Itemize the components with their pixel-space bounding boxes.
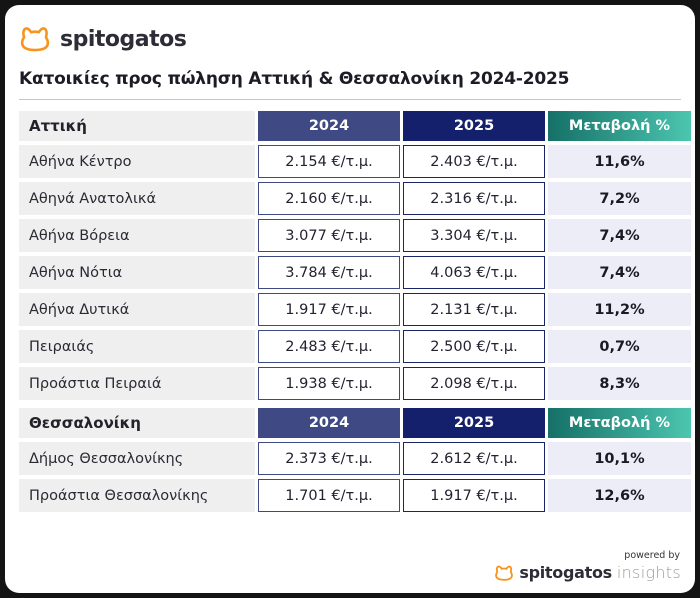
section-title-thessaloniki: Θεσσαλονίκη bbox=[19, 408, 255, 438]
table-row: Αθήνα Κέντρο 2.154 €/τ.μ. 2.403 €/τ.μ. 1… bbox=[19, 145, 691, 178]
footer-brand: spitogatos insights bbox=[494, 563, 681, 582]
column-header-2024: 2024 bbox=[258, 408, 400, 438]
value-2024: 1.917 €/τ.μ. bbox=[258, 293, 400, 326]
change-percent: 11,2% bbox=[548, 293, 691, 326]
powered-by-label: powered by bbox=[624, 550, 680, 561]
table-row: Προάστια Πειραιά 1.938 €/τ.μ. 2.098 €/τ.… bbox=[19, 367, 691, 400]
infographic-card: spitogatos Κατοικίες προς πώληση Αττική … bbox=[5, 5, 695, 593]
column-header-2024: 2024 bbox=[258, 111, 400, 141]
value-2024: 2.160 €/τ.μ. bbox=[258, 182, 400, 215]
table-row: Δήμος Θεσσαλονίκης 2.373 €/τ.μ. 2.612 €/… bbox=[19, 442, 691, 475]
column-header-change: Μεταβολή % bbox=[548, 408, 691, 438]
footer-brand-insights: insights bbox=[616, 563, 681, 582]
table-row: Αθήνα Νότια 3.784 €/τ.μ. 4.063 €/τ.μ. 7,… bbox=[19, 256, 691, 289]
value-2025: 2.131 €/τ.μ. bbox=[403, 293, 545, 326]
change-percent: 7,4% bbox=[548, 219, 691, 252]
value-2024: 3.077 €/τ.μ. bbox=[258, 219, 400, 252]
change-percent: 0,7% bbox=[548, 330, 691, 363]
footer: powered by spitogatos insights bbox=[494, 550, 681, 582]
row-label: Προάστια Θεσσαλονίκης bbox=[19, 479, 255, 512]
price-table: Αττική 2024 2025 Μεταβολή % Αθήνα Κέντρο… bbox=[19, 111, 691, 512]
value-2024: 2.483 €/τ.μ. bbox=[258, 330, 400, 363]
change-percent: 11,6% bbox=[548, 145, 691, 178]
value-2025: 4.063 €/τ.μ. bbox=[403, 256, 545, 289]
change-percent: 7,2% bbox=[548, 182, 691, 215]
section-header-attiki: Αττική 2024 2025 Μεταβολή % bbox=[19, 111, 691, 141]
row-label: Αθηνά Ανατολικά bbox=[19, 182, 255, 215]
table-row: Αθηνά Ανατολικά 2.160 €/τ.μ. 2.316 €/τ.μ… bbox=[19, 182, 691, 215]
row-label: Αθήνα Δυτικά bbox=[19, 293, 255, 326]
value-2025: 2.612 €/τ.μ. bbox=[403, 442, 545, 475]
section-header-thessaloniki: Θεσσαλονίκη 2024 2025 Μεταβολή % bbox=[19, 408, 691, 438]
table-row: Προάστια Θεσσαλονίκης 1.701 €/τ.μ. 1.917… bbox=[19, 479, 691, 512]
change-percent: 10,1% bbox=[548, 442, 691, 475]
row-label: Αθήνα Κέντρο bbox=[19, 145, 255, 178]
value-2024: 1.701 €/τ.μ. bbox=[258, 479, 400, 512]
value-2024: 2.154 €/τ.μ. bbox=[258, 145, 400, 178]
column-header-2025: 2025 bbox=[403, 408, 545, 438]
table-row: Αθήνα Βόρεια 3.077 €/τ.μ. 3.304 €/τ.μ. 7… bbox=[19, 219, 691, 252]
table-row: Πειραιάς 2.483 €/τ.μ. 2.500 €/τ.μ. 0,7% bbox=[19, 330, 691, 363]
column-header-change: Μεταβολή % bbox=[548, 111, 691, 141]
row-label: Αθήνα Βόρεια bbox=[19, 219, 255, 252]
value-2025: 2.500 €/τ.μ. bbox=[403, 330, 545, 363]
value-2024: 1.938 €/τ.μ. bbox=[258, 367, 400, 400]
value-2024: 2.373 €/τ.μ. bbox=[258, 442, 400, 475]
brand-name: spitogatos bbox=[60, 26, 187, 52]
row-label: Αθήνα Νότια bbox=[19, 256, 255, 289]
row-label: Προάστια Πειραιά bbox=[19, 367, 255, 400]
row-label: Δήμος Θεσσαλονίκης bbox=[19, 442, 255, 475]
value-2025: 3.304 €/τ.μ. bbox=[403, 219, 545, 252]
value-2025: 2.316 €/τ.μ. bbox=[403, 182, 545, 215]
cat-icon bbox=[20, 27, 50, 52]
page-title: Κατοικίες προς πώληση Αττική & Θεσσαλονί… bbox=[19, 69, 570, 89]
footer-brand-name: spitogatos bbox=[519, 563, 612, 582]
change-percent: 12,6% bbox=[548, 479, 691, 512]
value-2025: 2.403 €/τ.μ. bbox=[403, 145, 545, 178]
title-divider bbox=[19, 99, 681, 100]
cat-icon bbox=[495, 565, 514, 581]
value-2025: 1.917 €/τ.μ. bbox=[403, 479, 545, 512]
brand-logo: spitogatos bbox=[14, 26, 686, 52]
column-header-2025: 2025 bbox=[403, 111, 545, 141]
value-2024: 3.784 €/τ.μ. bbox=[258, 256, 400, 289]
table-row: Αθήνα Δυτικά 1.917 €/τ.μ. 2.131 €/τ.μ. 1… bbox=[19, 293, 691, 326]
row-label: Πειραιάς bbox=[19, 330, 255, 363]
change-percent: 8,3% bbox=[548, 367, 691, 400]
value-2025: 2.098 €/τ.μ. bbox=[403, 367, 545, 400]
change-percent: 7,4% bbox=[548, 256, 691, 289]
section-title-attiki: Αττική bbox=[19, 111, 255, 141]
